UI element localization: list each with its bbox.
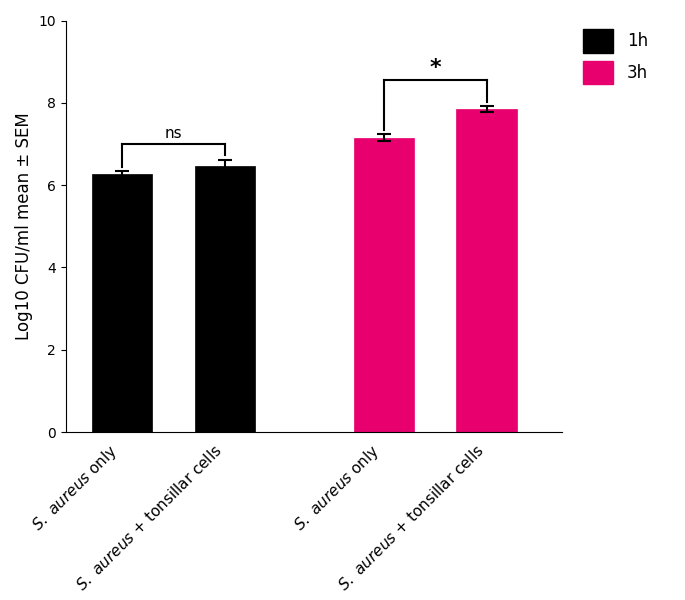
Legend: 1h, 3h: 1h, 3h (575, 20, 656, 93)
Bar (353, 138, 414, 432)
Y-axis label: Log10 CFU/ml mean ± SEM: Log10 CFU/ml mean ± SEM (15, 112, 33, 340)
Bar (456, 109, 517, 432)
Bar (92, 174, 153, 432)
Text: *: * (429, 58, 441, 78)
Text: ns: ns (164, 125, 182, 140)
Bar (195, 166, 256, 432)
